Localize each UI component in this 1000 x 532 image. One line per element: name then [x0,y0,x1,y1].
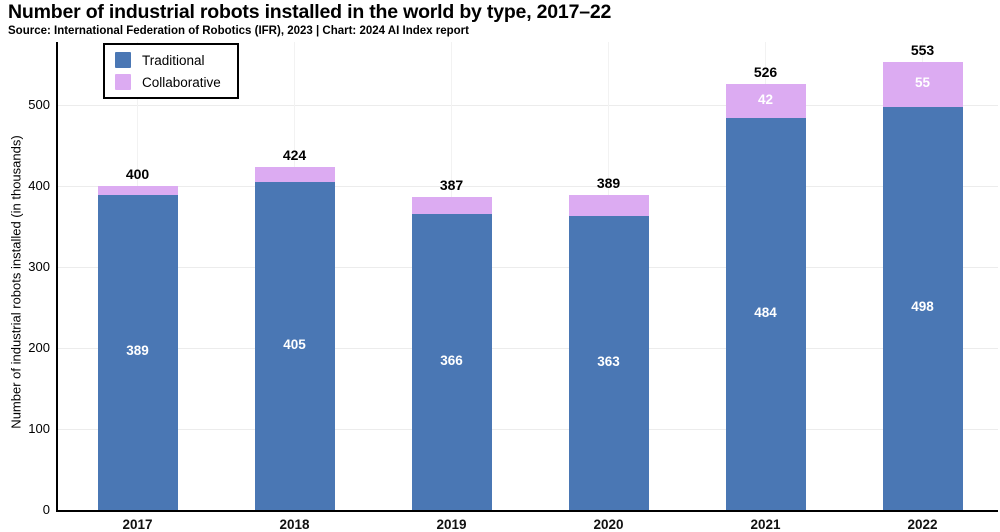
bar-value-collaborative: 55 [914,75,931,91]
legend-label-collaborative: Collaborative [142,74,221,90]
bar-segment-traditional [254,181,335,510]
x-axis-tick-label: 2017 [122,517,153,532]
y-axis-tick-label: 200 [28,340,50,355]
gridline-horizontal [58,104,998,106]
y-axis-tick-label: 500 [28,97,50,112]
bar-value-traditional: 484 [754,304,777,320]
legend-swatch-traditional [115,52,131,68]
x-axis-line [56,510,998,512]
y-axis-tick-label: 300 [28,259,50,274]
bar-segment-traditional [411,213,492,510]
x-axis-tick-label: 2021 [750,517,781,532]
chart-source: Source: International Federation of Robo… [8,25,469,37]
bar-segment-traditional [725,117,806,510]
bar-total-label: 387 [439,176,464,193]
gridline-horizontal [58,347,998,349]
legend-item-collaborative: Collaborative [115,74,221,90]
bar-value-traditional: 366 [440,352,463,368]
y-axis-tick-label: 400 [28,178,50,193]
chart-title: Number of industrial robots installed in… [8,1,612,23]
legend: Traditional Collaborative [103,43,239,99]
x-axis-tick-label: 2019 [436,517,467,532]
y-axis-line [56,42,58,512]
y-axis-tick-label: 100 [28,421,50,436]
bar-total-label: 389 [596,174,621,191]
x-axis-tick-label: 2018 [279,517,310,532]
legend-label-traditional: Traditional [142,52,205,68]
bar-total-label: 553 [910,42,935,59]
bar-segment-traditional [568,215,649,510]
bar-value-traditional: 498 [911,299,934,315]
bar-segment-traditional [882,106,963,510]
bar-total-label: 424 [282,146,307,163]
gridline-horizontal [58,185,998,187]
bar-value-traditional: 405 [283,336,306,352]
legend-item-traditional: Traditional [115,52,221,68]
bar-value-traditional: 389 [126,343,149,359]
bar-segment-collaborative [725,83,806,118]
bar-segment-collaborative [97,186,178,195]
bar-total-label: 400 [125,166,150,182]
bar-segment-collaborative [882,62,963,107]
bar-segment-collaborative [411,196,492,214]
y-axis-tick-label: 0 [42,502,50,517]
bar-total-label: 526 [753,63,778,80]
bar-segment-collaborative [568,194,649,216]
x-axis-tick-label: 2022 [907,517,938,532]
bar-value-collaborative: 42 [757,91,774,107]
bar-segment-traditional [97,194,178,510]
bar-segment-collaborative [254,166,335,182]
x-axis-tick-label: 2020 [593,517,624,532]
gridline-horizontal [58,266,998,268]
legend-swatch-collaborative [115,74,131,90]
gridline-horizontal [58,428,998,430]
bar-value-traditional: 363 [597,353,620,369]
